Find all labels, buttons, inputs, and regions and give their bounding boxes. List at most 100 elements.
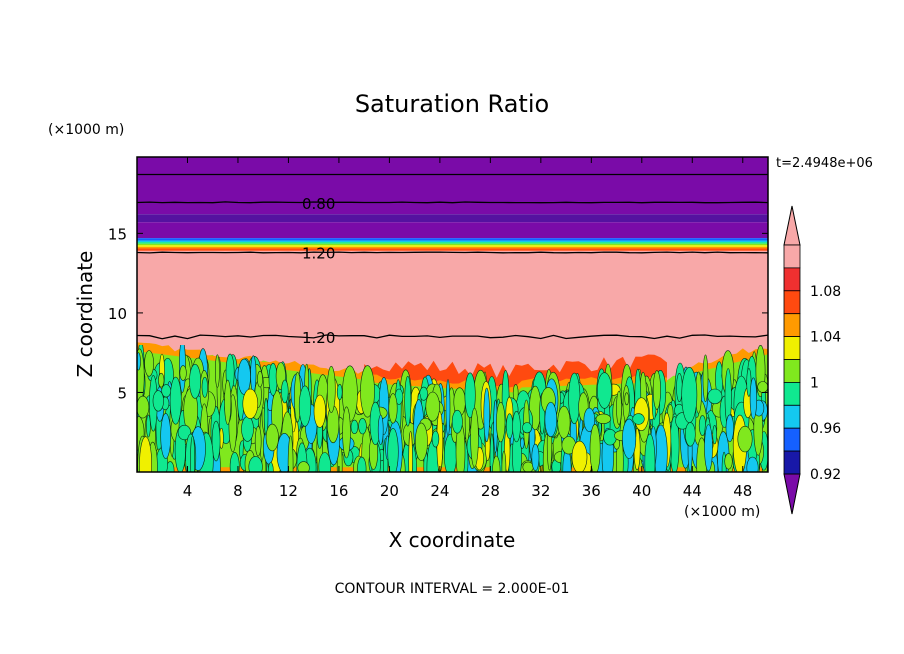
cloud-cell <box>144 350 154 377</box>
cloud-cell <box>158 372 165 388</box>
cloud-cell <box>189 363 201 399</box>
cloud-cell <box>313 394 326 428</box>
cloud-cell <box>749 377 758 420</box>
cloud-cell <box>357 456 367 472</box>
colorbar-label: 1.08 <box>810 284 841 300</box>
cloud-cell <box>265 423 279 452</box>
cloud-cell <box>248 456 263 472</box>
x-tick-label: 8 <box>233 482 243 500</box>
cloud-cell <box>681 366 698 423</box>
cloud-cell <box>242 388 259 419</box>
cloud-cell <box>522 461 534 472</box>
cloud-cell <box>342 406 351 459</box>
y-axis-title: Z coordinate <box>73 251 97 378</box>
field-band-red <box>137 248 768 251</box>
cloud-cell <box>595 413 612 424</box>
cloud-cell <box>644 433 656 472</box>
x-tick-label: 36 <box>582 482 601 500</box>
cloud-cell <box>327 405 340 444</box>
cloud-cell <box>137 395 150 419</box>
cloud-cell <box>298 385 312 427</box>
field-band-orange <box>137 246 768 249</box>
cloud-cell <box>451 409 463 434</box>
contour-label: 1.20 <box>302 244 335 262</box>
y-axis: 5 10 15 <box>108 225 768 402</box>
colorbar-swatch <box>783 381 801 406</box>
cloud-cell <box>241 416 254 442</box>
contour-line-0-80 <box>137 201 768 204</box>
colorbar: 1.08 1.04 1 0.96 0.92 <box>783 205 841 515</box>
chart-title: Saturation Ratio <box>355 90 549 118</box>
cloud-cell <box>152 390 164 412</box>
colorbar-swatch <box>783 267 801 292</box>
cloud-cell <box>568 372 581 425</box>
x-unit-label: (×1000 m) <box>684 504 760 520</box>
cloud-cell <box>496 401 506 443</box>
cloud-cell <box>707 388 723 405</box>
cloud-cell <box>489 433 495 472</box>
x-tick-label: 44 <box>683 482 702 500</box>
field-band-mid <box>137 222 768 239</box>
cloud-cell <box>725 414 734 443</box>
field-band-teal <box>137 242 768 244</box>
cloud-cell <box>445 379 451 437</box>
colorbar-bottom-arrow <box>783 473 801 515</box>
plot-area <box>137 157 768 472</box>
field-band-blue <box>137 238 768 241</box>
time-label: t=2.4948e+06 <box>776 156 873 171</box>
cloud-cell <box>522 422 533 434</box>
field-band-cyan <box>137 240 768 243</box>
contour-line-1-20-upper <box>137 251 768 254</box>
cloud-cell <box>737 425 753 453</box>
cloud-cell <box>161 384 172 398</box>
cloud-cell <box>214 354 220 388</box>
cloud-cell <box>704 424 713 472</box>
colorbar-swatch <box>783 427 801 452</box>
cloud-cell <box>571 440 588 472</box>
plot-frame <box>136 156 769 473</box>
colorbar-swatch <box>783 313 801 338</box>
cloud-cell <box>544 401 557 438</box>
cloud-cell <box>160 413 171 459</box>
cloud-cell <box>326 365 336 413</box>
colorbar-swatch <box>783 244 801 269</box>
cloud-cell <box>724 453 733 470</box>
x-tick-label: 28 <box>481 482 500 500</box>
cloud-cell <box>757 381 768 393</box>
cloud-cell <box>414 422 428 461</box>
x-tick-label: 16 <box>329 482 348 500</box>
cloud-cell <box>404 375 412 427</box>
colorbar-top-arrow <box>783 205 801 246</box>
cloud-cell <box>229 452 240 472</box>
cloud-cell <box>464 372 476 419</box>
colorbar-swatch <box>783 290 801 315</box>
x-tick-label: 48 <box>733 482 752 500</box>
cloud-cell <box>297 461 310 472</box>
field-band-green <box>137 243 768 246</box>
cloud-cell <box>562 448 572 472</box>
cloud-cell <box>596 372 612 409</box>
cloud-cell <box>557 405 571 439</box>
x-tick-label: 4 <box>183 482 193 500</box>
colorbar-swatch <box>783 359 801 383</box>
contour-interval-label: CONTOUR INTERVAL = 2.000E-01 <box>335 581 570 597</box>
field-band-yellow <box>137 245 768 247</box>
cloud-cell <box>177 424 191 441</box>
colorbar-swatch <box>783 450 801 475</box>
cloud-cell <box>358 418 367 435</box>
cloud-cell <box>350 419 359 435</box>
cloud-cell <box>387 428 399 472</box>
cloud-cell <box>268 462 274 472</box>
x-axis-title: X coordinate <box>389 528 516 552</box>
cloud-cell <box>632 413 645 425</box>
cloud-cell <box>746 456 759 472</box>
cloud-cell <box>431 430 440 448</box>
cloud-cell <box>408 431 413 472</box>
y-tick-label: 5 <box>117 384 127 402</box>
colorbar-label: 1 <box>810 375 819 391</box>
cloud-cell <box>360 365 375 418</box>
x-tick-label: 40 <box>632 482 651 500</box>
field-band-upper-dark <box>137 214 768 223</box>
cloud-cell <box>388 393 398 424</box>
cloud-cell <box>169 376 182 425</box>
